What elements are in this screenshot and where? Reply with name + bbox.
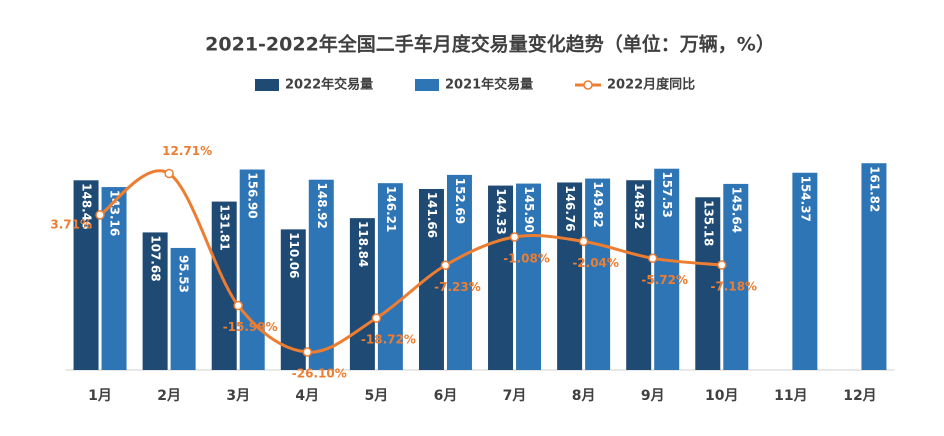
bar: [723, 183, 749, 370]
line-value-label: -1.08%: [503, 251, 550, 265]
line: [99, 169, 722, 354]
bar-value-label: 161.82: [867, 166, 881, 212]
legend-swatch: [415, 79, 439, 91]
bar-value-label: 148.52: [632, 183, 646, 229]
bar-value-label: 145.90: [522, 186, 536, 232]
bar-value-label: 144.33: [494, 188, 508, 234]
bar: [654, 168, 680, 370]
x-tick-label: 6月: [434, 388, 458, 404]
bar-value-label: 145.64: [729, 187, 743, 233]
bar: [516, 183, 542, 370]
line-marker: [302, 347, 313, 357]
bar-value-label: 141.66: [425, 192, 439, 238]
line-marker: [95, 210, 105, 220]
line-marker: [164, 168, 174, 179]
legend-swatch: [255, 79, 279, 91]
bar: [695, 197, 721, 370]
line-value-label: -15.99%: [223, 320, 278, 334]
bar: [585, 178, 611, 370]
bar-value-label: 154.37: [798, 176, 812, 222]
x-tick-label: 9月: [641, 388, 665, 404]
bar-value-label: 146.76: [563, 185, 577, 231]
bar: [101, 187, 127, 370]
bar-value-label: 148.46: [80, 183, 94, 229]
line-marker: [509, 232, 520, 242]
bar: [239, 169, 265, 370]
bar: [557, 182, 583, 370]
x-tick-label: 7月: [503, 388, 527, 404]
legend-label: 2021年交易量: [445, 77, 533, 93]
line-marker: [717, 260, 727, 270]
line-value-label: -7.18%: [710, 280, 757, 294]
line-value-label: -2.04%: [572, 256, 619, 270]
bar: [792, 172, 818, 370]
x-tick-label: 5月: [365, 388, 389, 404]
bar-value-label: 118.84: [356, 221, 370, 267]
bar: [142, 232, 168, 370]
line-value-label: -5.72%: [641, 273, 688, 287]
bar-value-label: 148.92: [315, 183, 329, 229]
line-value-label: 12.71%: [162, 144, 212, 158]
bar-value-label: 157.53: [660, 172, 674, 218]
bar: [308, 179, 334, 370]
bar-value-label: 146.21: [384, 186, 398, 232]
bar: [488, 185, 514, 370]
x-tick-label: 8月: [572, 388, 596, 404]
line-marker: [647, 253, 658, 264]
bar-value-label: 149.82: [591, 181, 605, 227]
bar: [861, 163, 887, 370]
x-tick-label: 12月: [843, 388, 876, 404]
bar: [377, 183, 403, 370]
bar: [446, 174, 472, 370]
bar-value-label: 135.18: [701, 200, 715, 246]
line-value-label: -18.72%: [361, 333, 416, 347]
line-value-label: 3.71%: [50, 217, 92, 231]
x-tick-label: 11月: [774, 388, 807, 404]
line-value-label: -26.10%: [292, 367, 347, 381]
x-tick-label: 2月: [157, 388, 181, 404]
bar: [211, 201, 237, 370]
bar-value-label: 143.16: [108, 190, 122, 236]
bar: [170, 247, 196, 370]
line-marker: [233, 300, 243, 311]
legend-marker: [583, 80, 593, 90]
legend-label: 2022年交易量: [285, 77, 373, 93]
x-tick-label: 10月: [705, 388, 738, 404]
bar: [349, 218, 375, 370]
line-marker: [371, 313, 382, 323]
x-tick-label: 3月: [226, 388, 250, 404]
x-tick-label: 4月: [295, 388, 319, 404]
line-marker: [578, 236, 589, 247]
bar-value-label: 156.90: [246, 172, 260, 218]
bar-value-label: 110.06: [287, 232, 301, 278]
chart-title: 2021-2022年全国二手车月度交易量变化趋势（单位：万辆，%）: [205, 33, 775, 56]
line-value-label: -7.23%: [434, 280, 481, 294]
bar: [626, 180, 652, 370]
line-marker: [440, 260, 451, 271]
bar: [73, 180, 99, 370]
legend-label: 2022月度同比: [607, 77, 695, 93]
bar-value-label: 152.69: [453, 178, 467, 224]
bar-value-label: 131.81: [218, 204, 232, 250]
bar-value-label: 95.53: [177, 255, 191, 293]
x-tick-label: 1月: [88, 388, 112, 404]
bar-value-label: 107.68: [149, 235, 163, 281]
